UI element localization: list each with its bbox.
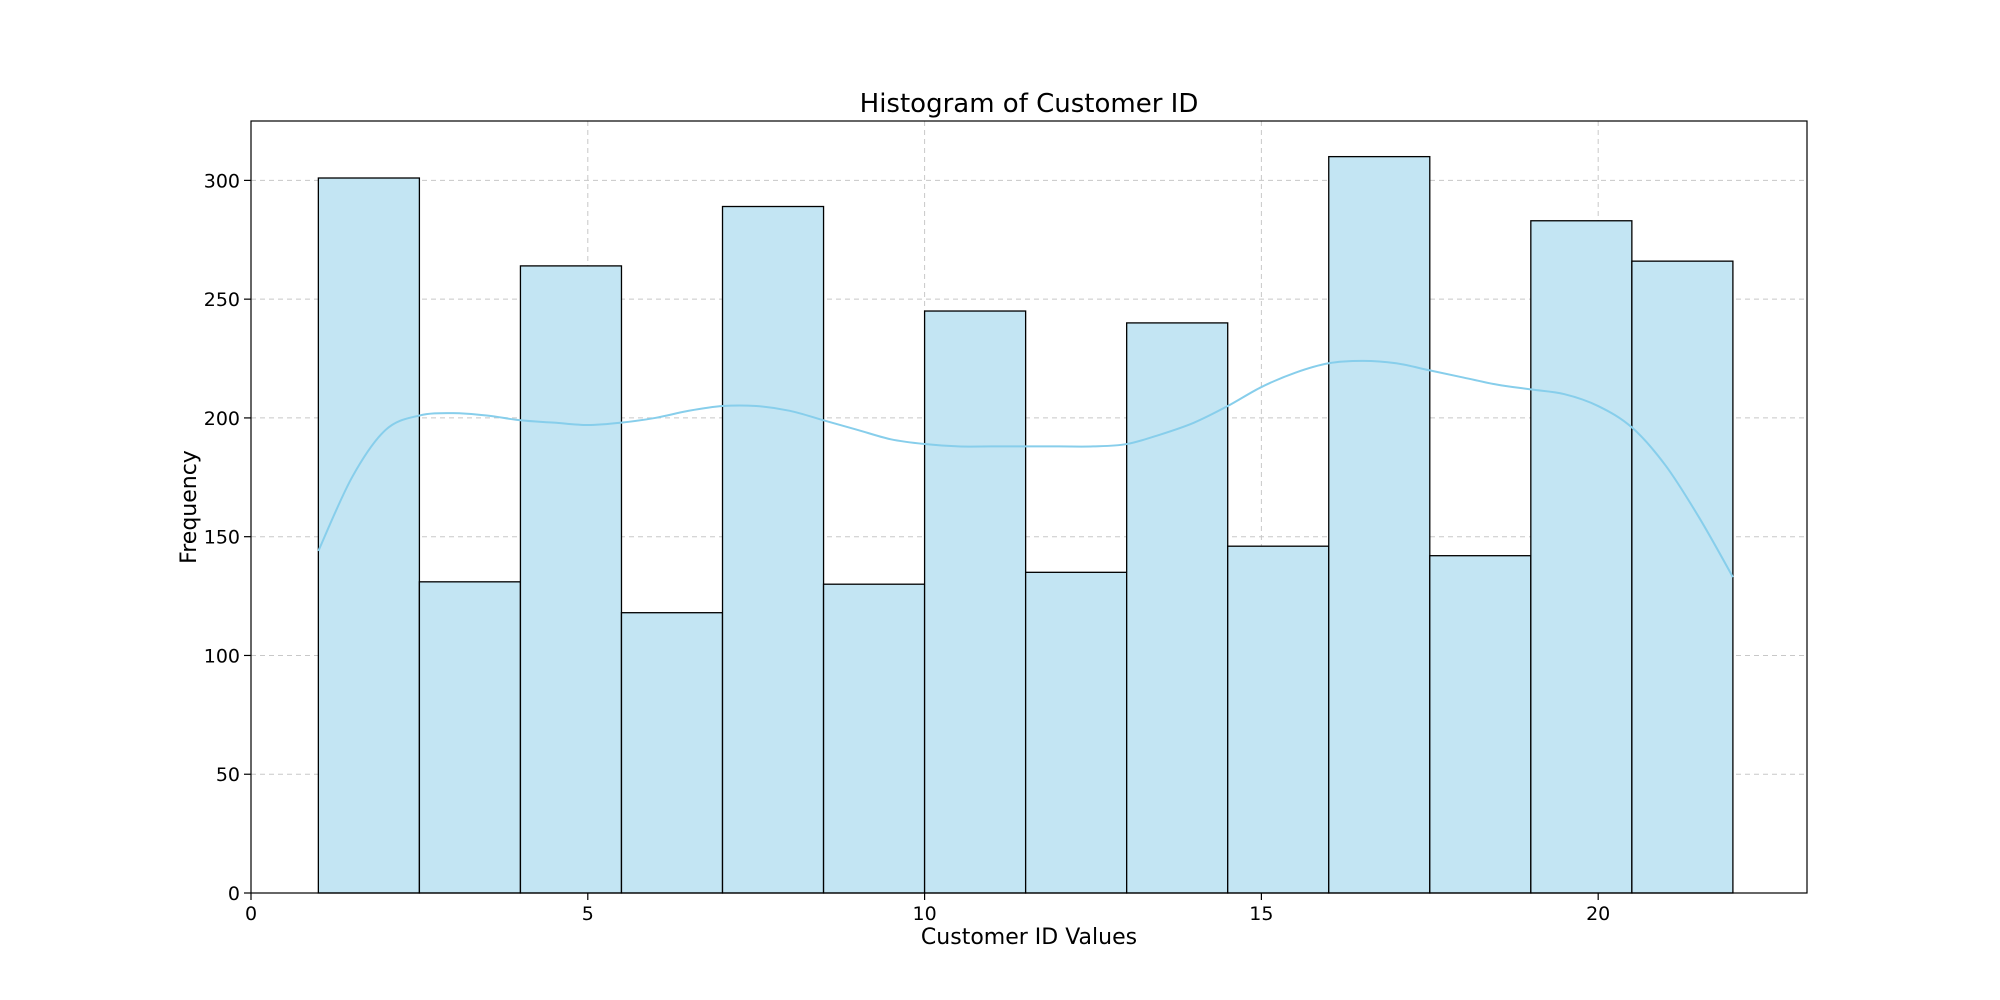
x-tick-label: 0: [245, 903, 257, 925]
histogram-bar: [1227, 545, 1330, 894]
histogram-bar: [1530, 220, 1633, 894]
plot-frame: [250, 120, 1808, 894]
x-tick-label: 10: [912, 903, 936, 925]
y-axis-ticks: 0 50 100 150 200 250 300: [204, 170, 251, 905]
histogram-bar: [1126, 322, 1229, 894]
y-tick-label: 0: [228, 883, 240, 905]
y-tick-label: 50: [216, 764, 240, 786]
x-tick-label: 15: [1249, 903, 1273, 925]
y-tick-label: 250: [204, 289, 240, 311]
y-tick-label: 200: [204, 408, 240, 430]
y-tick-label: 150: [204, 527, 240, 549]
kde-curve: [317, 359, 1734, 578]
histogram-bar: [721, 205, 825, 894]
histogram-bar: [1631, 260, 1734, 894]
chart-title: Histogram of Customer ID: [860, 89, 1199, 119]
histogram-bar: [1024, 571, 1128, 894]
kde-layer: [317, 359, 1734, 578]
x-axis-ticks: 0 5 10 15 20: [245, 893, 1610, 925]
y-tick-label: 100: [204, 645, 240, 667]
y-tick-label: 300: [204, 170, 240, 192]
histogram-bar: [519, 265, 623, 894]
histogram-bar: [822, 583, 926, 894]
bars-layer: [317, 155, 1734, 894]
histogram-bar: [620, 612, 724, 894]
histogram-bar: [923, 310, 1027, 894]
x-axis-title: Customer ID Values: [921, 925, 1137, 950]
histogram-bar: [1328, 155, 1431, 894]
x-tick-label: 20: [1586, 903, 1610, 925]
x-tick-label: 5: [582, 903, 594, 925]
histogram-bar: [418, 581, 522, 894]
y-axis-title: Frequency: [177, 450, 202, 564]
histogram-bar: [317, 177, 421, 894]
histogram-bar: [1429, 555, 1532, 894]
